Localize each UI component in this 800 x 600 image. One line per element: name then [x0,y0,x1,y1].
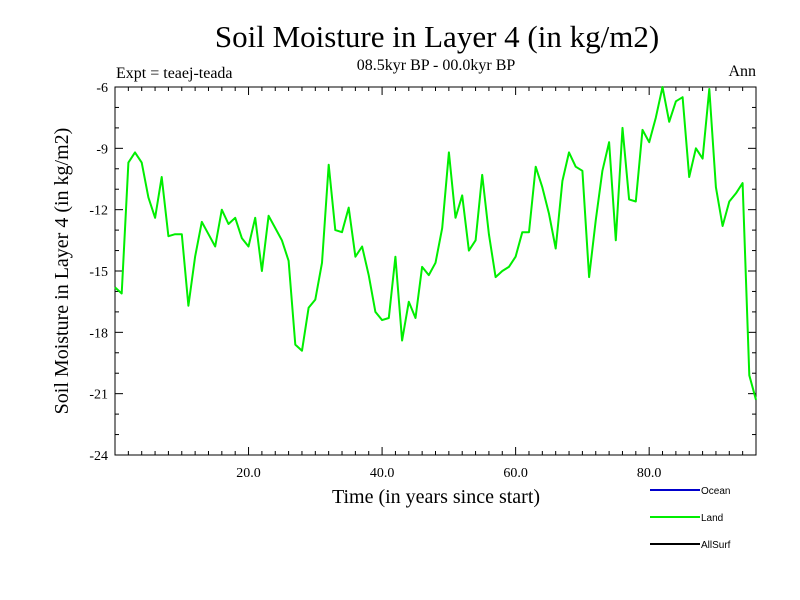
series-line-land [114,86,757,401]
legend: Ocean Land AllSurf [650,486,731,551]
x-axis: 20.0 40.0 60.0 80.0 [127,87,744,481]
y-tick-label: -18 [89,326,108,341]
chart-title: Soil Moisture in Layer 4 (in kg/m2) [215,19,659,54]
x-tick-label: 40.0 [370,466,395,481]
chart-subtitle: 08.5kyr BP - 00.0kyr BP [357,57,516,74]
legend-label-land: Land [701,513,723,524]
y-tick-label: -12 [89,204,108,219]
y-tick-label: -24 [89,449,108,464]
x-tick-label: 60.0 [503,466,528,481]
plot-frame [114,86,757,456]
legend-label-allsurf: AllSurf [701,540,731,551]
y-tick-label: -6 [96,81,108,96]
experiment-label: Expt = teaej-teada [116,65,233,82]
x-tick-label: 20.0 [236,466,261,481]
y-tick-label: -15 [89,265,108,280]
series-layer [114,86,757,401]
x-axis-label: Time (in years since start) [332,486,540,508]
season-label: Ann [728,63,756,80]
y-axis: -24 -21 -18 -15 -12 -9 -6 [89,81,756,464]
y-tick-label: -21 [89,388,108,403]
y-tick-label: -9 [96,142,108,157]
legend-label-ocean: Ocean [701,486,730,497]
x-tick-label: 80.0 [637,466,662,481]
y-axis-label: Soil Moisture in Layer 4 (in kg/m2) [51,128,73,415]
